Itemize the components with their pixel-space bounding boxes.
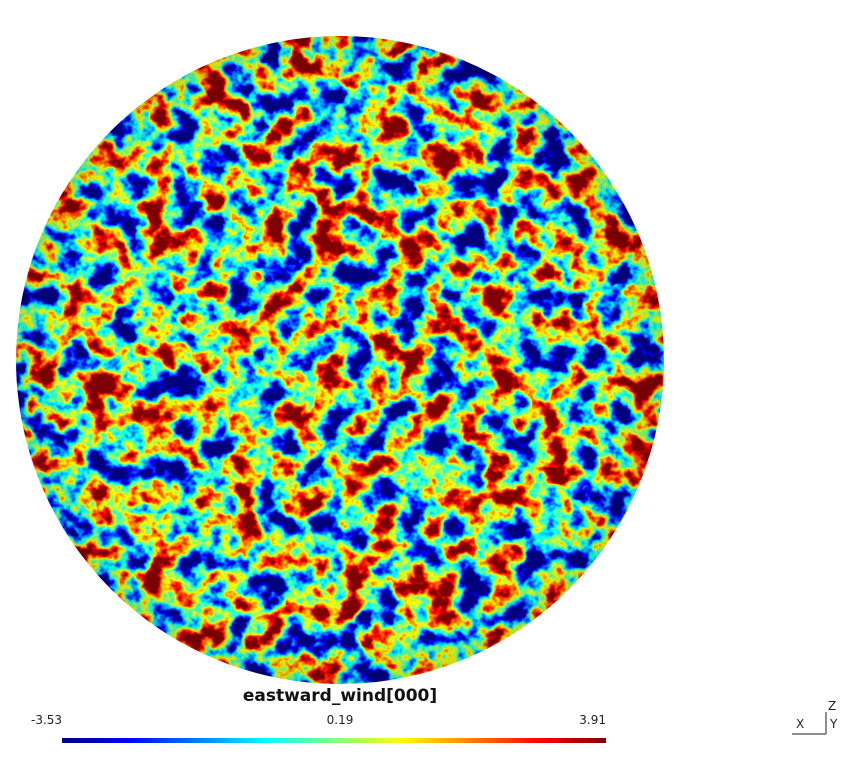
colorbar-mid: 0.19 <box>327 713 354 727</box>
axis-label: X <box>796 717 804 731</box>
page: eastward_wind[000] -3.53 0.19 3.91 Z X Y… <box>0 0 859 772</box>
axis-label: Y <box>829 717 838 731</box>
colorbar-min: -3.53 <box>31 713 62 727</box>
colorbar <box>62 738 606 743</box>
axis-label: Z <box>828 699 836 713</box>
colorbar-max: 3.91 <box>579 713 606 727</box>
viewport: eastward_wind[000] -3.53 0.19 3.91 Z X Y <box>0 0 859 772</box>
sphere <box>16 36 664 684</box>
sphere-shade <box>16 36 664 684</box>
colorbar-title: eastward_wind[000] <box>243 686 437 706</box>
axis-triad: Z X Y <box>792 699 838 734</box>
